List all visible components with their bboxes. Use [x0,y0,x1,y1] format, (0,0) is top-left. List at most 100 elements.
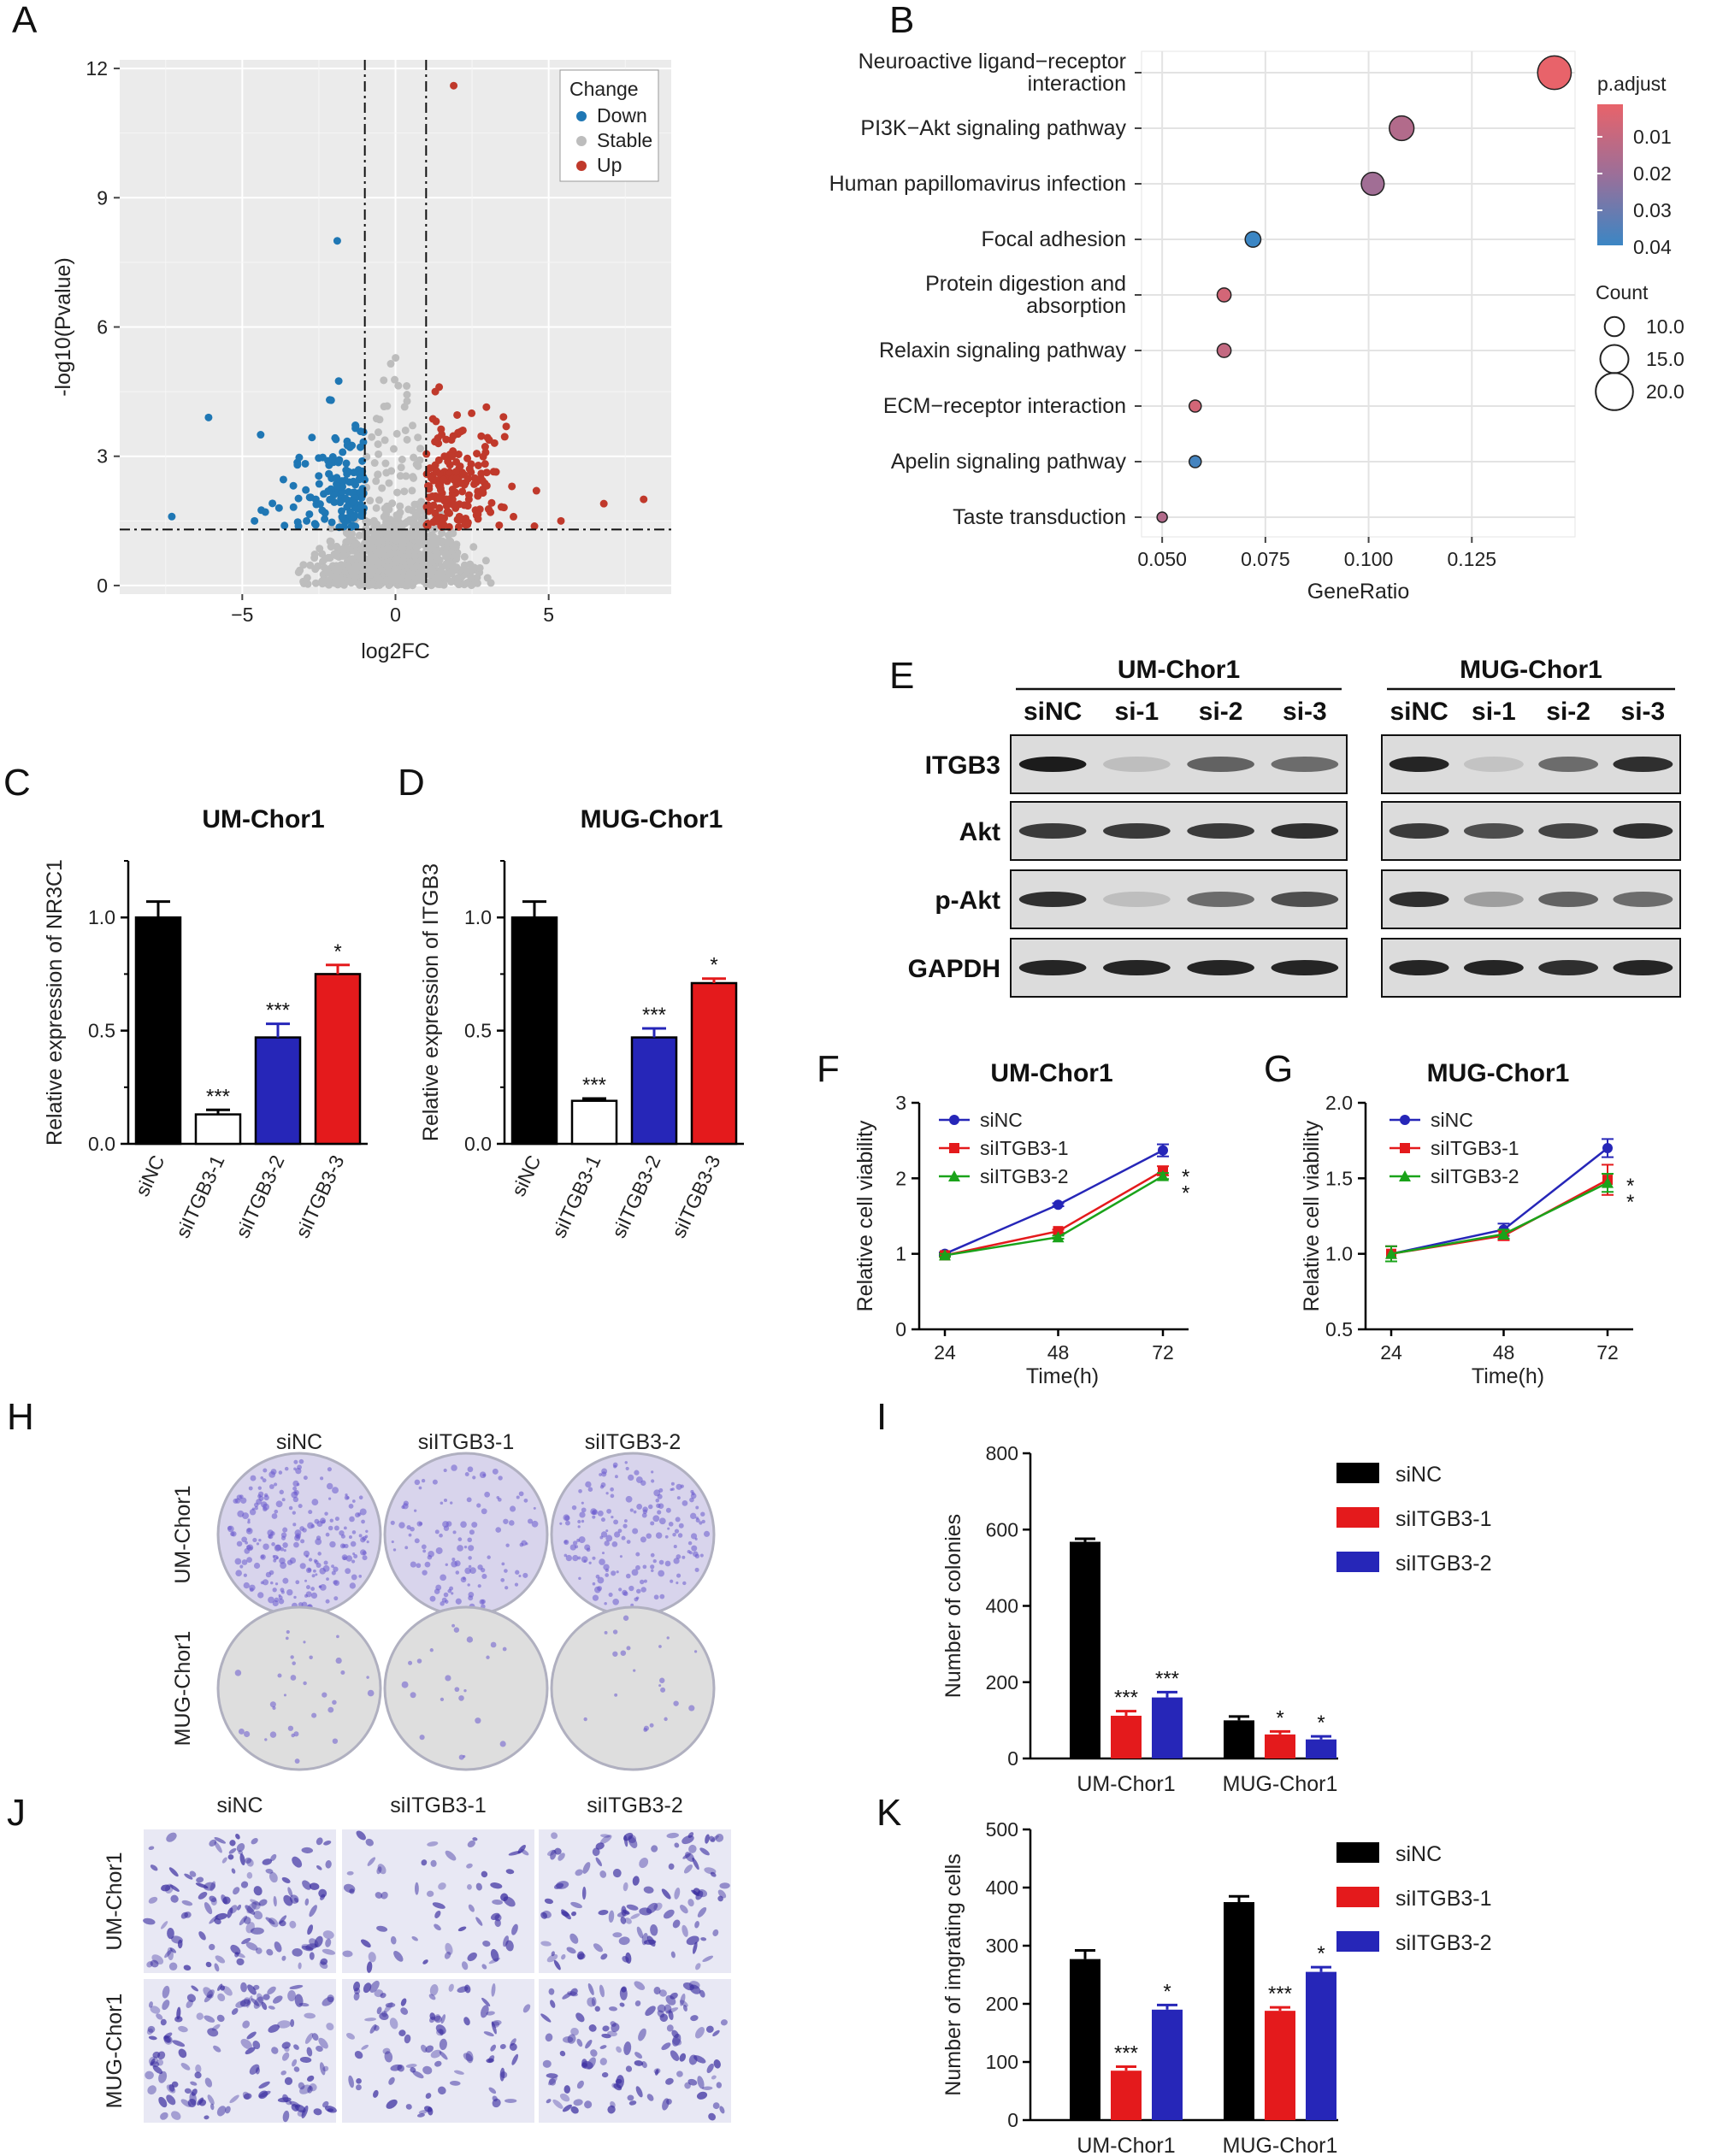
volcano-point-stable [299,579,308,587]
colony-dot [260,1501,268,1508]
migration-cell [180,1912,189,1919]
colony-dot [326,1577,329,1581]
bar [570,1099,618,1146]
migration-cell [672,1919,681,1929]
kegg-size-marker [1595,372,1634,411]
line-x-tick-label: 48 [1493,1341,1515,1364]
colony-dot [246,1557,252,1563]
migration-cell [556,1881,569,1889]
colony-dot [234,1670,242,1676]
migration-image [342,1829,534,1973]
migration-cell [206,1989,215,1999]
migration-cell [639,1858,649,1869]
migration-cell [619,2002,625,2007]
migration-cell [171,2111,181,2120]
colony-dot [508,1520,515,1526]
migration-cell [306,2047,313,2057]
migration-cell [178,2048,187,2059]
migration-cell [166,2094,176,2106]
migration-cell [562,2104,572,2112]
migration-cell [425,2093,432,2099]
colony-dot [333,1580,338,1585]
colony-dot [307,1568,312,1572]
migration-cell [158,2071,168,2083]
colony-dot [327,1467,332,1472]
colony-dot [527,1518,534,1524]
group-bar-legend-label: siNC [1395,1463,1442,1487]
migration-cell [573,2099,583,2106]
migration-cell [500,1893,509,1902]
migration-cell [553,1959,561,1970]
colony-dot [335,1657,342,1664]
migration-cell [322,1996,334,2006]
colony-dot [434,1529,440,1535]
colony-dot [673,1558,680,1564]
colony-dot [622,1589,628,1596]
migration-cell [166,1832,177,1842]
line-legend-label: siITGB3-2 [1431,1165,1519,1187]
colony-dot [643,1579,647,1583]
migration-cell [705,2025,714,2033]
migration-cell [379,2012,389,2021]
colony-dot [518,1574,522,1578]
colony-dot [410,1561,416,1568]
colony-dot [421,1478,426,1483]
migration-cell [487,2055,495,2063]
colony-dot [298,1458,304,1464]
colony-dot [457,1545,463,1552]
volcano-point-up [435,482,444,491]
migration-cell [160,2018,167,2026]
migration-cell [653,2068,661,2074]
colony-dot [690,1493,697,1499]
migration-cell [281,1876,291,1884]
group-bar-significance: *** [1114,2041,1138,2065]
migration-cell [227,1854,234,1860]
volcano-point-down [357,511,365,520]
migration-cell [236,1958,245,1965]
volcano-point-down [350,513,358,521]
migration-cell [304,2012,316,2019]
migration-cell [702,2086,713,2090]
colony-dot [604,1601,607,1605]
colony-dot [336,1635,339,1639]
volcano-point-down [289,503,298,511]
colony-dot [451,1464,457,1471]
volcano-point-stable [338,545,346,554]
migration-cell [292,2059,298,2067]
colony-dot [240,1497,247,1504]
migration-cell [177,1939,183,1949]
colony-dot [519,1542,524,1547]
volcano-point-stable [396,502,404,510]
bar-y-tick-label: 1.0 [88,906,115,928]
line-significance: * [1182,1166,1189,1189]
group-bar-y-tick-label: 0 [1007,2109,1018,2131]
migration-cell [216,2014,225,2023]
colony-dot [613,1531,621,1538]
volcano-point-stable [406,558,415,567]
volcano-point-up [500,433,509,441]
migration-cell [162,2000,170,2011]
colony-dot [633,1510,637,1514]
migration-cell [150,1864,158,1871]
volcano-point-stable [311,579,320,587]
colony-dot [294,1491,298,1494]
migration-cell [655,2069,659,2076]
migration-cell [643,1886,654,1894]
kegg-category-label: Protein digestion and [925,272,1126,296]
volcano-point-stable [475,563,484,572]
colony-dot [319,1584,327,1591]
group-bar-significance: *** [1114,1687,1138,1710]
migration-cell [548,1988,555,1995]
migration-cell [434,2015,442,2023]
migration-cell [687,1832,694,1838]
colony-dot [510,1505,516,1512]
colony-dot [658,1684,662,1688]
volcano-point-up [432,417,440,426]
volcano-point-stable [418,574,427,582]
group-bar-y-tick-label: 0 [1007,1747,1018,1770]
line-chart-title: MUG-Chor1 [1427,1059,1570,1087]
volcano-point-down [345,478,354,486]
colony-dot [651,1479,655,1483]
volcano-point-stable [374,539,382,547]
